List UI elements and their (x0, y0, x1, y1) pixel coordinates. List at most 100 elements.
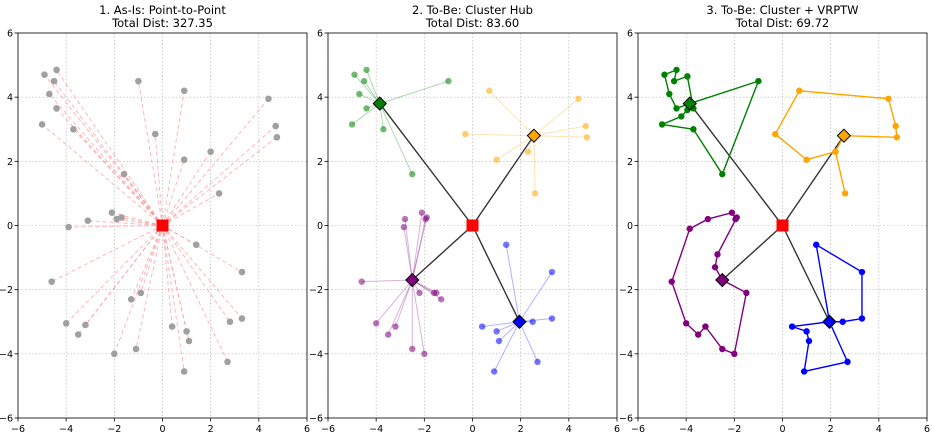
spoke-line (379, 103, 413, 175)
customer-point (348, 121, 356, 128)
customer-point (670, 77, 678, 85)
customer-point (74, 331, 82, 338)
customer-point (803, 328, 810, 335)
customer-point (503, 241, 510, 248)
hub-marker (822, 314, 837, 329)
direct-route-line (135, 225, 163, 350)
customer-point (418, 209, 426, 216)
panel-as-is: 1. As-Is: Point-to-Point Total Dist: 327… (0, 3, 310, 435)
customer-point (678, 113, 685, 120)
customer-point (48, 278, 56, 285)
customer-point (668, 278, 675, 285)
hub-marker (715, 272, 730, 288)
x-tick-label: 4 (876, 424, 882, 435)
y-tick-label: 2 (317, 157, 323, 168)
customer-point (372, 320, 380, 327)
customer-point (684, 73, 691, 80)
customer-point (265, 95, 272, 103)
spoke-line (489, 90, 535, 137)
customer-point (409, 170, 416, 178)
customer-point (805, 337, 813, 345)
spoke-line (533, 135, 587, 138)
spoke-line (354, 74, 381, 104)
direct-route-line (56, 108, 163, 226)
y-tick-label: 2 (7, 157, 13, 168)
chart-title: 2. To-Be: Cluster Hub (412, 3, 533, 17)
y-tick-label: −4 (309, 349, 323, 360)
customer-point (151, 130, 159, 138)
y-tick-label: −6 (619, 414, 633, 425)
customer-point (135, 77, 142, 85)
direct-route-line (162, 225, 185, 372)
spoke-line (351, 103, 381, 125)
customer-point (728, 209, 736, 216)
customer-point (226, 318, 234, 326)
customer-point (661, 71, 668, 78)
customer-point (839, 318, 846, 325)
customer-point (673, 105, 680, 112)
customer-point (380, 126, 387, 133)
customer-point (273, 133, 281, 141)
x-tick-label: 6 (304, 424, 310, 435)
customer-point (658, 121, 666, 128)
customer-point (493, 156, 500, 163)
x-tick-label: −4 (369, 424, 383, 435)
customer-point (486, 87, 493, 94)
spoke-line (519, 271, 553, 323)
direct-route-line (48, 93, 163, 226)
spoke-line (533, 135, 536, 194)
chart-title: 3. To-Be: Cluster + VRPTW (706, 3, 858, 17)
customer-point (180, 156, 188, 164)
panel-cluster-vrptw: 3. To-Be: Cluster + VRPTW Total Dist: 69… (619, 3, 930, 435)
x-tick-label: 6 (614, 424, 620, 435)
x-tick-label: −2 (727, 424, 741, 435)
spoke-line (519, 321, 538, 363)
customer-point (215, 190, 223, 197)
customer-point (695, 331, 702, 338)
customer-point (82, 321, 89, 329)
customer-point (583, 134, 591, 141)
customer-point (53, 66, 60, 74)
direct-route-line (113, 225, 163, 354)
direct-route-line (87, 220, 163, 226)
trunk-line (721, 224, 783, 281)
y-tick-label: −6 (309, 414, 323, 425)
customer-point (385, 331, 392, 338)
direct-route-line (44, 74, 163, 226)
customer-point (702, 323, 709, 330)
customer-point (731, 350, 738, 358)
customer-point (132, 345, 140, 353)
x-tick-label: 2 (208, 424, 214, 435)
spoke-line (379, 80, 449, 105)
spoke-line (533, 98, 579, 137)
customer-point (53, 105, 60, 112)
customer-point (686, 225, 693, 232)
x-tick-label: 2 (828, 424, 834, 435)
direct-route-line (116, 218, 163, 226)
customer-point (183, 328, 190, 335)
customer-point (392, 323, 399, 330)
customer-point (351, 71, 358, 78)
x-tick-label: 0 (779, 424, 785, 435)
depot-marker (156, 219, 169, 232)
direct-route-line (162, 90, 185, 226)
spoke-line (375, 279, 413, 324)
customer-point (711, 264, 719, 271)
customer-point (433, 289, 440, 297)
customer-point (127, 295, 135, 303)
y-tick-label: 4 (317, 93, 323, 104)
customer-point (168, 323, 176, 330)
chart-subtitle: Total Dist: 83.60 (425, 16, 520, 30)
customer-point (844, 358, 851, 366)
depot-marker (776, 219, 789, 232)
customer-point (714, 251, 721, 258)
spoke-line (411, 218, 427, 281)
y-tick-label: 0 (627, 221, 633, 232)
y-tick-label: −6 (0, 414, 13, 425)
y-tick-label: 0 (317, 221, 323, 232)
customer-point (207, 148, 214, 156)
hub-marker (405, 272, 420, 288)
hub-marker (526, 128, 542, 143)
customer-point (858, 268, 866, 276)
